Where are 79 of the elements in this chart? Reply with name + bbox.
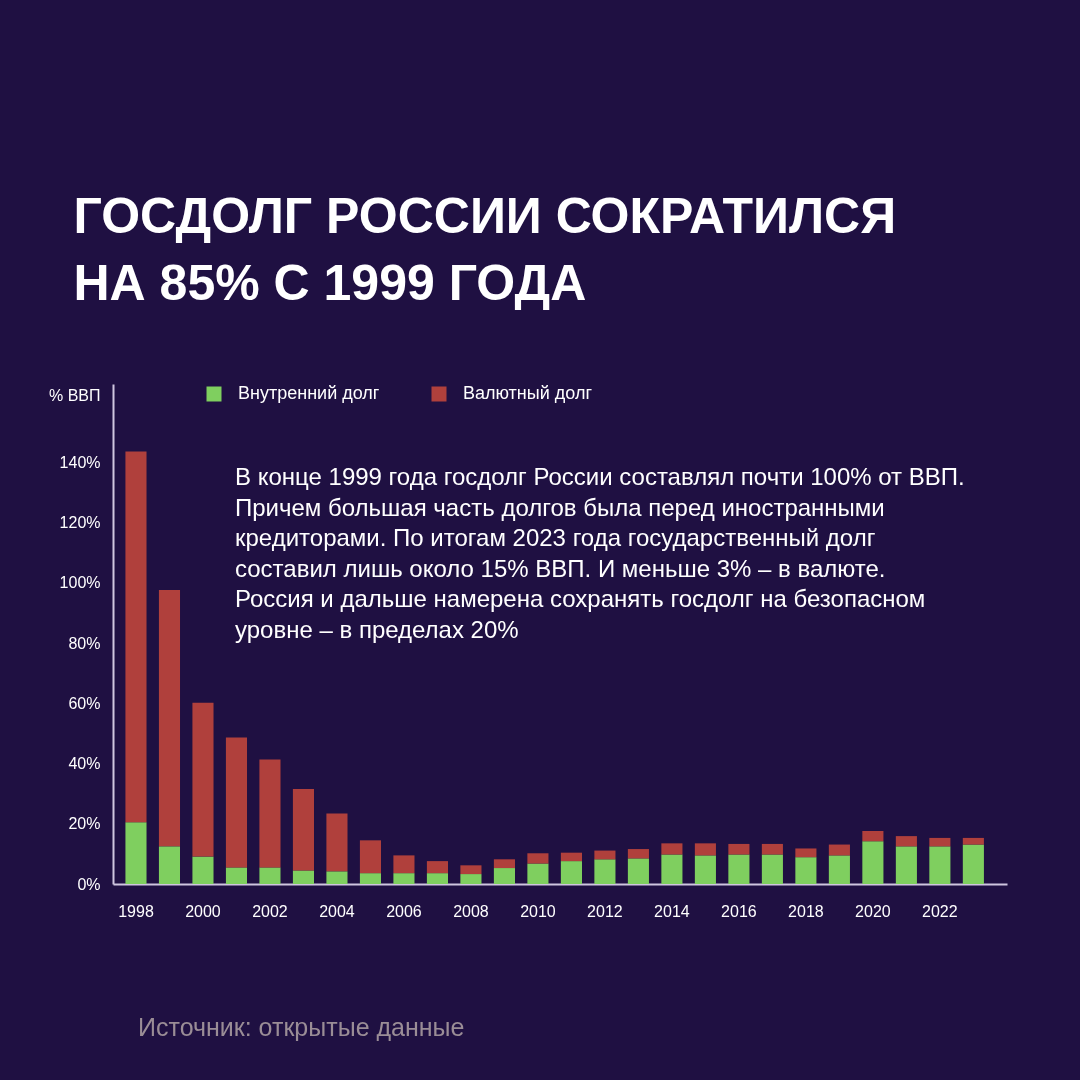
x-tick-label: 2014 [654,902,690,920]
x-tick-label: 2008 [453,902,489,920]
annotation: В конце 1999 года госдолг России составлял почти 100% от ВВП. Причем большая часть долгов была перед иностранными кредиторами. По итогам 2023 года государственный долг составил лишь около 15% ВВП. И меньше 3% – в валюте. Россия и дальше намерена сохранять госдолг на безопасном уровне – в пределах 20% [235,463,965,643]
bar [292,789,315,871]
text: Источник: открытые данные [138,1013,465,1041]
y-tick-label: 20% [68,815,101,833]
bar [192,856,214,884]
bar [259,759,281,868]
bar [694,843,716,856]
bar [895,846,917,884]
bar [728,854,750,884]
bar [225,737,248,868]
y-tick-label: 0% [77,875,101,893]
y-axis-title: % ВВП [48,386,101,404]
x-tick-label: 2018 [788,902,824,920]
bar [426,861,448,874]
y-tick-label: 100% [59,574,101,592]
bar [426,873,448,884]
bar [493,859,515,869]
y-tick-label: 120% [59,514,101,532]
bar [761,843,783,855]
bar [493,868,515,884]
bar [795,848,817,858]
bar [728,843,750,855]
bar [895,836,917,847]
bar [326,813,348,872]
bar [125,451,147,823]
bar [326,871,348,884]
bar [560,852,582,862]
bar [929,837,951,847]
bar [694,855,716,884]
bar [158,846,181,884]
bar [828,855,850,884]
bar [661,854,683,884]
bar [862,841,884,884]
bar [158,590,181,847]
bar [125,822,147,884]
bar [393,855,415,874]
y-tick-label: 140% [59,453,101,471]
x-tick-label: 2002 [252,902,288,920]
bar [292,870,315,884]
x-tick-label: 2004 [319,902,355,920]
bar [560,861,582,884]
bar [359,840,381,874]
bar [661,843,683,855]
bar [594,859,616,884]
bar [393,873,415,884]
bar [828,844,850,856]
bar [594,850,616,860]
x-tick-label: 2022 [922,902,958,920]
x-tick-label: 2012 [587,902,623,920]
bar [929,846,951,884]
x-tick-label: 1998 [118,902,154,920]
bar [460,865,482,875]
x-tick-label: 2006 [386,902,422,920]
x-tick-label: 2016 [721,902,757,920]
bar [527,863,549,884]
y-tick-label: 60% [68,694,101,712]
bar [225,867,248,884]
legend-label: Валютный долг [463,383,593,403]
x-tick-label: 2020 [855,902,891,920]
bar [192,702,214,857]
x-tick-label: 2010 [520,902,556,920]
x-tick-label: 2000 [185,902,221,920]
bar [627,849,649,859]
bar [527,853,549,864]
bar [460,874,482,884]
legend-label: Внутренний долг [238,383,380,403]
bar [962,844,984,884]
y-tick-label: 40% [68,755,101,773]
bar [962,837,984,845]
bar [795,857,817,884]
bar [627,858,649,884]
bar [862,830,884,842]
bar [259,867,281,884]
bar [761,854,783,884]
y-tick-label: 80% [68,634,101,652]
chart-title: ГОСДОЛГ РОССИИ СОКРАТИЛСЯ НА 85% С 1999 ГОДА [73,188,897,311]
bar [359,873,381,884]
